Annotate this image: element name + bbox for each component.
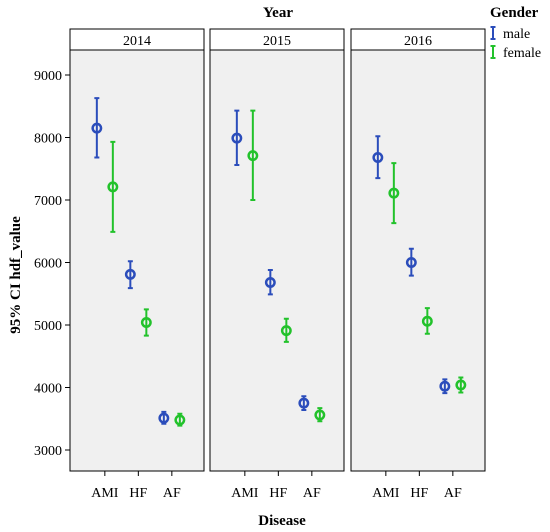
y-axis: 3000 4000 5000 6000 7000 8000 9000: [34, 69, 70, 459]
mean-point-male-2016-AMI: [372, 152, 384, 163]
legend: Gender male female: [490, 5, 541, 61]
panel-variable-title: Year: [263, 5, 293, 21]
y-tick-label-7000: 7000: [34, 194, 62, 209]
mean-point-male-2014-AF: [158, 412, 170, 424]
panel-label-2014: 2014: [123, 34, 151, 49]
x-tick-label-2015-AF: AF: [303, 486, 321, 501]
data-marks: [91, 97, 467, 427]
mean-point-female-2014-HF: [140, 317, 152, 328]
mean-point-male-2015-HF: [264, 277, 276, 288]
x-axis-title: Disease: [258, 513, 306, 529]
mean-point-female-2016-AMI: [388, 187, 400, 199]
y-tick-label-9000: 9000: [34, 69, 62, 84]
panel-2015: [209, 49, 345, 472]
y-tick-label-3000: 3000: [34, 444, 62, 459]
panel-2014: [69, 49, 205, 472]
y-axis-title: 95% CI hdf_value: [8, 216, 24, 334]
x-tick-label-2014-AF: AF: [163, 486, 181, 501]
panel-label-2015: 2015: [263, 34, 291, 49]
mean-point-female-2015-HF: [280, 325, 292, 337]
legend-entries: male female: [490, 26, 541, 61]
x-tick-label-2015-HF: HF: [269, 486, 287, 501]
panel-2016: [350, 49, 486, 472]
panels: 2014 2015 2016: [69, 28, 486, 472]
x-tick-label-2016-AMI: AMI: [372, 486, 400, 501]
x-tick-label-2016-HF: HF: [410, 486, 428, 501]
mean-point-male-2016-AF: [439, 380, 451, 392]
x-tick-label-2015-AMI: AMI: [231, 486, 259, 501]
y-tick-label-5000: 5000: [34, 319, 62, 334]
mean-point-female-2014-AF: [174, 414, 186, 426]
mean-point-male-2015-AMI: [231, 132, 243, 144]
x-tick-label-2014-HF: HF: [129, 486, 147, 501]
x-tick-label-2016-AF: AF: [444, 486, 462, 501]
mean-point-female-2016-HF: [421, 315, 433, 327]
mean-point-male-2014-HF: [124, 268, 136, 280]
mean-point-female-2015-AMI: [247, 150, 259, 162]
mean-point-male-2015-AF: [298, 397, 310, 409]
mean-point-female-2015-AF: [314, 409, 326, 421]
x-tick-label-2014-AMI: AMI: [91, 486, 119, 501]
legend-title: Gender: [490, 5, 539, 21]
mean-point-male-2016-HF: [405, 257, 417, 268]
mean-point-female-2016-AF: [455, 379, 467, 391]
y-tick-label-6000: 6000: [34, 257, 62, 272]
y-tick-label-8000: 8000: [34, 132, 62, 147]
legend-label-female: female: [503, 46, 541, 61]
mean-point-female-2014-AMI: [107, 181, 119, 193]
mean-point-male-2014-AMI: [91, 122, 103, 134]
y-tick-label-4000: 4000: [34, 382, 62, 397]
x-axis: AMI HF AF AMI HF AF AMI HF AF: [91, 471, 462, 501]
legend-label-male: male: [503, 27, 530, 42]
panel-label-2016: 2016: [404, 34, 432, 49]
